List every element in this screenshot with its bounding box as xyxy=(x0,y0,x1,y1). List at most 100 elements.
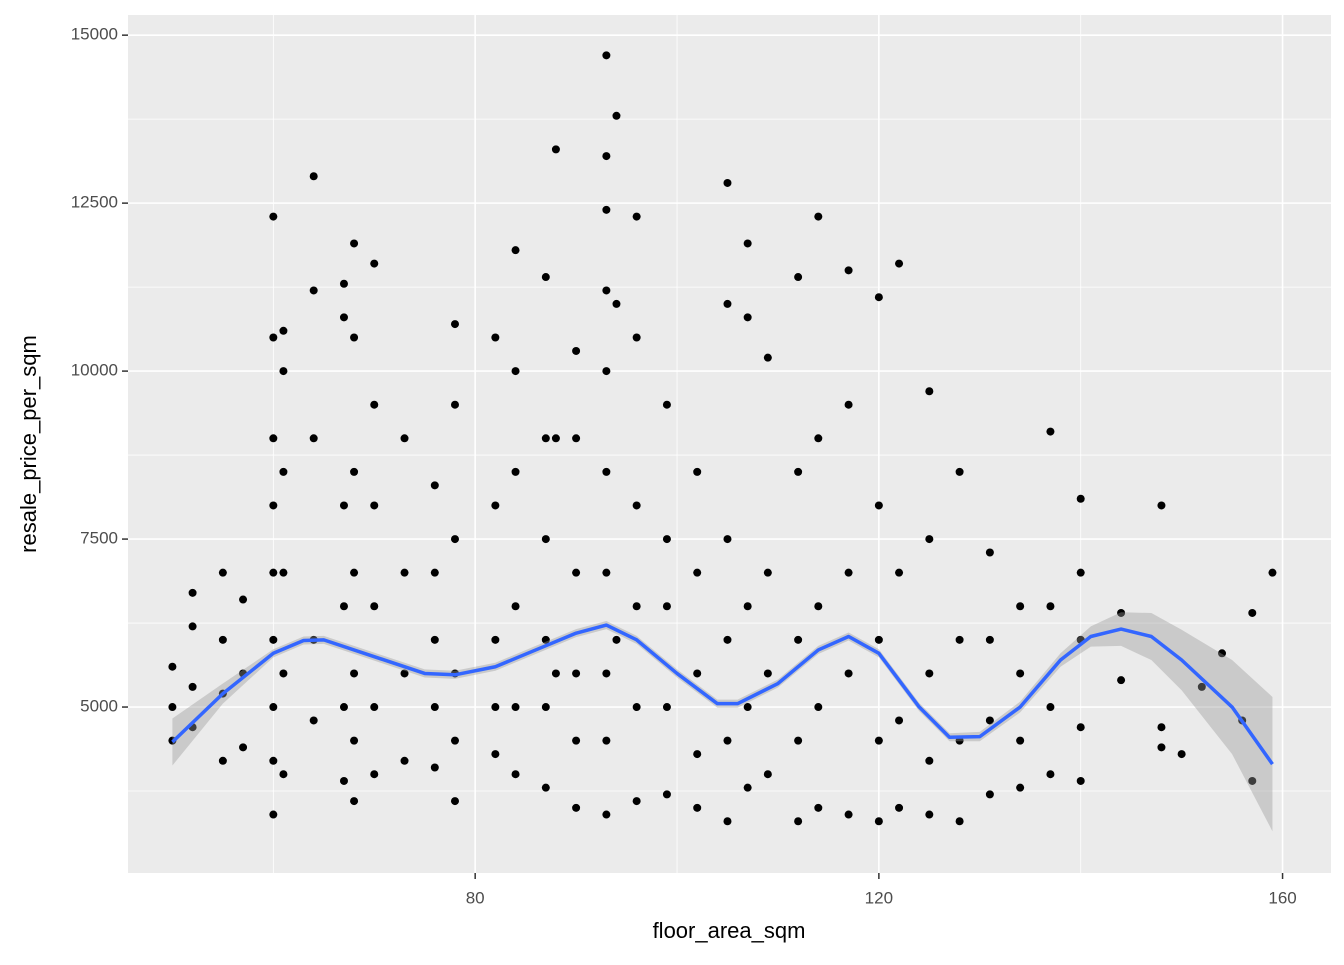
point xyxy=(844,266,853,275)
point xyxy=(985,790,994,799)
point xyxy=(693,669,702,678)
x-tick-label: 80 xyxy=(466,888,485,907)
point xyxy=(400,756,409,765)
point xyxy=(602,367,611,376)
point xyxy=(339,776,348,785)
point xyxy=(743,602,752,611)
point xyxy=(269,756,278,765)
point xyxy=(632,333,641,342)
y-tick-label: 5000 xyxy=(80,697,118,716)
point xyxy=(723,736,732,745)
point xyxy=(279,467,288,476)
point xyxy=(895,259,904,268)
point xyxy=(541,434,550,443)
point xyxy=(168,703,177,712)
point xyxy=(370,501,379,510)
point xyxy=(985,716,994,725)
point xyxy=(895,568,904,577)
point xyxy=(269,333,278,342)
point xyxy=(844,810,853,819)
point xyxy=(551,434,560,443)
point xyxy=(602,467,611,476)
point xyxy=(1076,494,1085,503)
point xyxy=(1046,427,1055,436)
point xyxy=(218,635,227,644)
point xyxy=(541,635,550,644)
point xyxy=(874,817,883,826)
point xyxy=(269,810,278,819)
point xyxy=(541,783,550,792)
point xyxy=(1218,649,1227,658)
point xyxy=(1046,770,1055,779)
point xyxy=(350,669,359,678)
point xyxy=(511,770,520,779)
point xyxy=(895,803,904,812)
point xyxy=(874,293,883,302)
point xyxy=(612,299,621,308)
point xyxy=(955,635,964,644)
point xyxy=(239,595,248,604)
x-axis-title: floor_area_sqm xyxy=(653,918,806,943)
point xyxy=(1157,743,1166,752)
point xyxy=(541,703,550,712)
point xyxy=(350,333,359,342)
point xyxy=(572,568,581,577)
point xyxy=(1016,669,1025,678)
point xyxy=(632,501,641,510)
point xyxy=(309,434,318,443)
point xyxy=(491,333,500,342)
point xyxy=(723,635,732,644)
point xyxy=(632,602,641,611)
point xyxy=(693,750,702,759)
point xyxy=(1117,676,1126,685)
point xyxy=(602,810,611,819)
confidence-band xyxy=(172,612,1273,832)
point xyxy=(450,400,459,409)
point xyxy=(723,299,732,308)
point xyxy=(662,790,671,799)
point xyxy=(430,635,439,644)
point xyxy=(339,279,348,288)
point xyxy=(662,602,671,611)
point xyxy=(188,682,197,691)
point xyxy=(743,783,752,792)
point xyxy=(723,535,732,544)
point xyxy=(874,501,883,510)
point xyxy=(400,669,409,678)
y-axis-title: resale_price_per_sqm xyxy=(16,335,41,553)
point xyxy=(602,205,611,214)
point xyxy=(693,568,702,577)
point xyxy=(350,239,359,248)
point xyxy=(339,602,348,611)
point xyxy=(743,313,752,322)
point xyxy=(370,400,379,409)
point xyxy=(269,703,278,712)
point xyxy=(794,736,803,745)
point xyxy=(955,817,964,826)
point xyxy=(239,743,248,752)
point xyxy=(814,212,823,221)
point xyxy=(602,669,611,678)
point xyxy=(723,178,732,187)
point xyxy=(309,716,318,725)
point xyxy=(632,212,641,221)
point xyxy=(874,736,883,745)
point xyxy=(955,467,964,476)
point xyxy=(794,817,803,826)
point xyxy=(1248,776,1257,785)
point xyxy=(985,635,994,644)
point xyxy=(572,346,581,355)
point xyxy=(794,635,803,644)
point xyxy=(874,635,883,644)
point xyxy=(511,602,520,611)
point xyxy=(188,622,197,631)
point xyxy=(1177,750,1186,759)
point xyxy=(269,635,278,644)
point xyxy=(551,669,560,678)
point xyxy=(1268,568,1277,577)
point xyxy=(925,387,934,396)
point xyxy=(350,568,359,577)
point xyxy=(693,803,702,812)
point xyxy=(269,501,278,510)
point xyxy=(279,367,288,376)
